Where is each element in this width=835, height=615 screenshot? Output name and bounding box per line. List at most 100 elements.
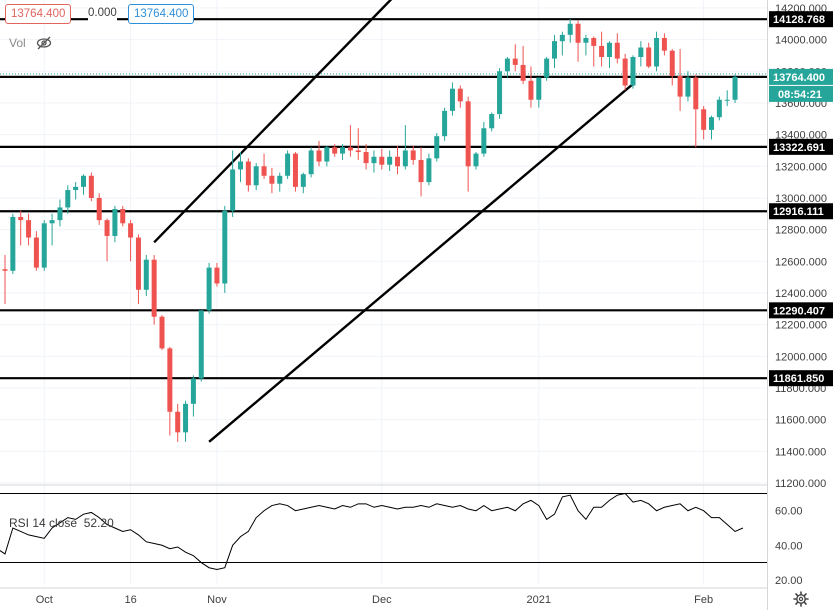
candle-body (112, 209, 118, 236)
candle-body (253, 166, 259, 186)
candle-body (669, 50, 675, 77)
candle-body (418, 159, 424, 183)
candle-body (504, 58, 510, 72)
candle-body (347, 147, 353, 151)
candle-body (552, 41, 557, 59)
candle-body (693, 77, 699, 110)
eye-slash-icon[interactable] (36, 36, 52, 50)
time-axis: Oct 16 Nov Dec 2021 Feb (36, 594, 713, 606)
trend-line (153, 0, 393, 244)
candle-body (340, 147, 346, 154)
candle-body (567, 23, 573, 35)
candle-body (701, 109, 707, 130)
candle-body (614, 42, 620, 59)
candle-body (222, 210, 228, 284)
candle-body (606, 42, 612, 58)
rsi-tick-label: 20.00 (775, 575, 803, 587)
candle-body (646, 47, 652, 67)
candle-body (395, 156, 400, 167)
candle-body (88, 175, 94, 198)
level-price-label: 13322.691 (773, 142, 825, 154)
candle-body (410, 150, 416, 160)
candle-body (512, 58, 518, 65)
candle-body (175, 411, 181, 433)
candle-body (520, 64, 526, 81)
price-tick-label: 11200.000 (775, 478, 826, 490)
candle-body (426, 158, 432, 183)
candle-body (332, 147, 338, 154)
price-tick-label: 11400.000 (775, 446, 826, 458)
candle-body (434, 136, 440, 159)
trend-line (208, 83, 634, 443)
candle-body (497, 71, 503, 115)
candle-body (183, 403, 189, 433)
candle-body (709, 117, 714, 130)
level-price-label-box (769, 370, 833, 387)
level-price-label-box (769, 11, 833, 28)
candle-body (33, 237, 39, 268)
level-price-label-box (769, 138, 833, 155)
candle-body (724, 99, 730, 101)
candle-body (190, 378, 196, 404)
rsi-pane (0, 492, 767, 570)
level-price-label: 12290.407 (773, 305, 825, 317)
candle-body (206, 267, 212, 311)
candle-body (18, 216, 24, 221)
level-price-label: 11861.850 (773, 373, 824, 385)
candle-body (685, 77, 691, 97)
candle-body (654, 38, 660, 67)
candle-body (269, 175, 275, 184)
candle-body (363, 152, 369, 164)
price-tick-label: 13400.000 (775, 130, 827, 142)
level-price-label-box (769, 302, 833, 319)
candle-body (716, 99, 722, 118)
candle-body (104, 220, 110, 236)
candle-body (261, 166, 267, 176)
countdown-label: 08:54:21 (778, 89, 822, 101)
candle-body (26, 220, 32, 238)
candle-body (371, 156, 377, 164)
candle-body (528, 80, 534, 100)
candle-body (536, 77, 542, 100)
price-tick-label: 12200.000 (775, 320, 827, 332)
candle-body (442, 110, 448, 137)
countdown-label-box (769, 85, 833, 102)
close-value-badge: 13764.400 (5, 4, 72, 24)
candle-body (300, 174, 306, 187)
price-tick-label: 13000.000 (775, 193, 827, 205)
candle-body (96, 197, 102, 221)
candle-body (465, 101, 471, 167)
candle-body (143, 259, 149, 290)
gear-icon[interactable] (793, 591, 809, 607)
rsi-legend: RSI 14 close 52.20 (9, 516, 114, 530)
candle-body (355, 150, 361, 153)
candle-body (308, 150, 314, 175)
candle-body (489, 114, 495, 129)
candle-body (732, 76, 738, 100)
volume-label: Vol (9, 36, 26, 50)
level-price-label: 12916.111 (773, 206, 824, 218)
candle-body (277, 175, 283, 184)
current-price-label: 13764.400 (773, 72, 825, 84)
candle-body (159, 316, 165, 349)
price-tick-label: 12400.000 (775, 288, 827, 300)
candle-body (559, 34, 565, 42)
rsi-value: 52.20 (83, 516, 114, 530)
candle-body (622, 58, 628, 86)
candle-body (41, 223, 47, 268)
price-tick-label: 12800.000 (775, 225, 827, 237)
candle-body (73, 186, 79, 191)
time-tick-label: Nov (207, 594, 227, 606)
time-tick-label: Dec (372, 594, 392, 606)
candle-body (481, 128, 487, 154)
candle-body (81, 175, 86, 187)
candle-body (473, 153, 479, 167)
candle-body (49, 220, 55, 224)
candle-body (630, 57, 636, 86)
price-tick-label: 13200.000 (775, 161, 827, 173)
candle-body (544, 58, 550, 78)
candle-body (57, 207, 63, 221)
rsi-line (0, 492, 744, 570)
candle-body (599, 45, 605, 58)
